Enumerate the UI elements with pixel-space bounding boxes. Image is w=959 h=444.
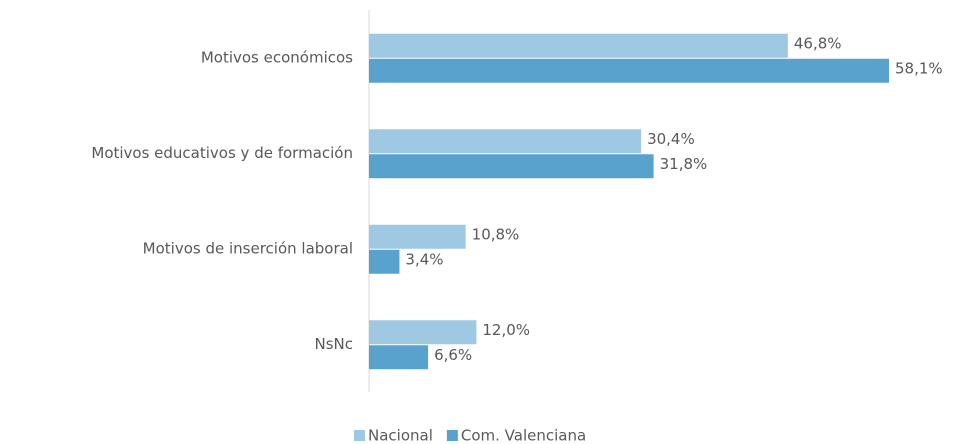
legend-label: Nacional [368,427,433,444]
category-label: Motivos educativos y de formación [91,144,353,162]
value-label: 10,8% [472,225,520,243]
value-label: 30,4% [647,130,695,148]
category-label: NsNc [314,335,353,353]
value-label: 6,6% [434,346,472,364]
legend-swatch [354,430,365,441]
bar [369,58,889,83]
category-label: Motivos de inserción laboral [143,239,353,257]
bar [369,320,477,345]
value-label: 58,1% [895,59,943,77]
value-label: 3,4% [405,250,443,268]
bar [369,154,654,179]
category-label: Motivos económicos [201,48,353,66]
bar [369,129,642,154]
bar [369,33,788,58]
legend-label: Com. Valenciana [461,427,586,444]
value-label: 12,0% [482,321,530,339]
value-label: 31,8% [660,155,708,173]
legend-swatch [446,430,458,441]
value-label: 46,8% [794,34,842,52]
bar [369,345,429,370]
bar [369,249,400,274]
bar [369,224,466,249]
